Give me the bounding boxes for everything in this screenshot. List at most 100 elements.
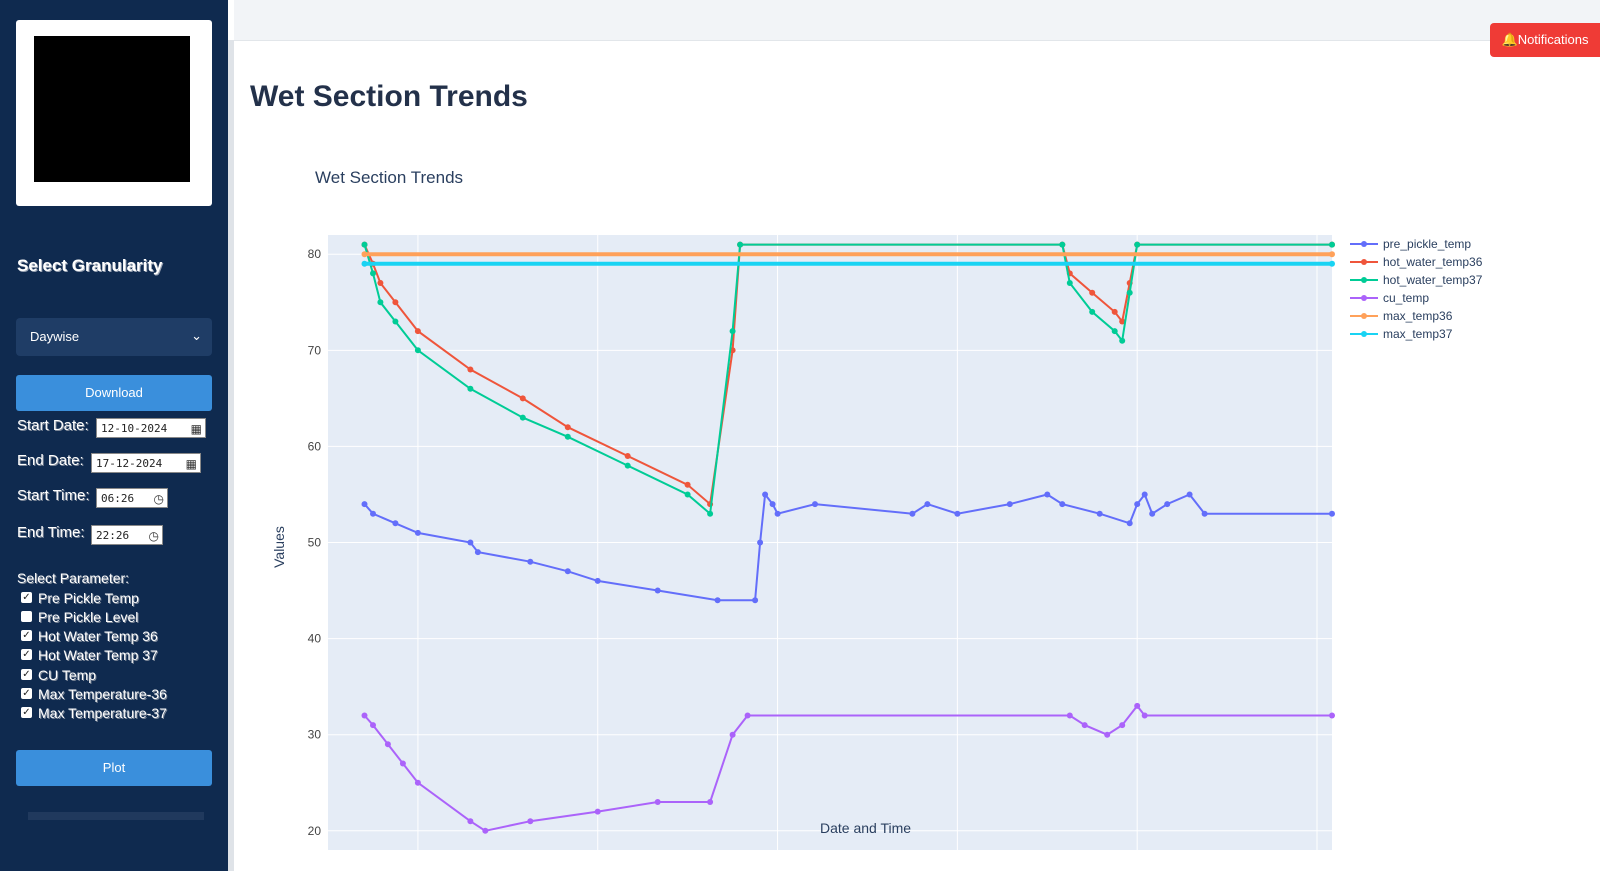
series-hot_water_temp37 bbox=[361, 241, 1335, 517]
data-point bbox=[361, 712, 368, 719]
clock-icon[interactable]: ◷ bbox=[153, 492, 164, 506]
data-point bbox=[729, 328, 736, 335]
data-point bbox=[414, 328, 421, 335]
checkbox-checked[interactable]: ✓ bbox=[21, 687, 32, 699]
parameter-checkbox-row[interactable]: ✓ Pre Pickle Temp bbox=[21, 590, 139, 608]
download-button[interactable]: Download bbox=[16, 375, 212, 411]
legend-item[interactable]: max_temp36 bbox=[1350, 309, 1453, 323]
data-point bbox=[414, 779, 421, 786]
data-point bbox=[752, 597, 759, 604]
start-date-value: 12-10-2024 bbox=[101, 422, 168, 435]
parameter-checkbox-row[interactable]: Pre Pickle Level bbox=[21, 609, 138, 627]
data-point bbox=[1111, 308, 1118, 315]
data-point bbox=[594, 808, 601, 815]
data-point bbox=[1149, 510, 1156, 517]
checkbox-checked[interactable]: ✓ bbox=[21, 591, 32, 603]
calendar-icon[interactable]: ▦ bbox=[185, 457, 197, 471]
y-tick-label: 30 bbox=[308, 728, 322, 742]
parameter-checkbox-row[interactable]: ✓ Max Temperature-36 bbox=[21, 686, 167, 704]
start-date-input[interactable]: 12-10-2024 ▦ bbox=[96, 418, 206, 438]
legend: pre_pickle_temp hot_water_temp36 hot_water… bbox=[1350, 237, 1483, 341]
legend-label: pre_pickle_temp bbox=[1383, 237, 1471, 251]
end-time-input[interactable]: 22:26 ◷ bbox=[91, 525, 163, 545]
y-tick-label: 70 bbox=[308, 343, 322, 357]
data-point bbox=[399, 760, 406, 767]
checkbox-unchecked[interactable] bbox=[21, 610, 32, 622]
data-point bbox=[467, 366, 474, 373]
data-point bbox=[370, 270, 376, 277]
checkbox-checked[interactable]: ✓ bbox=[21, 668, 32, 680]
legend-item[interactable]: hot_water_temp37 bbox=[1350, 273, 1483, 287]
data-point bbox=[384, 741, 391, 748]
data-point bbox=[527, 818, 534, 825]
legend-item[interactable]: pre_pickle_temp bbox=[1350, 237, 1471, 251]
data-point bbox=[769, 501, 776, 508]
checkbox-checked[interactable]: ✓ bbox=[21, 706, 32, 718]
legend-item[interactable]: hot_water_temp36 bbox=[1350, 255, 1483, 269]
notifications-button[interactable]: 🔔Notifications bbox=[1490, 23, 1600, 57]
clock-icon[interactable]: ◷ bbox=[148, 529, 159, 543]
logo-frame bbox=[16, 20, 212, 206]
data-point bbox=[1164, 501, 1171, 508]
legend-label: hot_water_temp37 bbox=[1383, 273, 1483, 287]
sidebar-footer bbox=[28, 812, 204, 820]
data-point bbox=[1126, 520, 1133, 527]
data-point bbox=[377, 299, 384, 306]
data-point bbox=[1111, 328, 1118, 335]
data-point bbox=[1126, 289, 1133, 296]
y-tick-label: 20 bbox=[308, 824, 322, 838]
legend-marker bbox=[1361, 313, 1367, 319]
parameter-checkbox-row[interactable]: ✓ Hot Water Temp 37 bbox=[21, 647, 158, 665]
data-point bbox=[1329, 260, 1335, 267]
start-time-input[interactable]: 06:26 ◷ bbox=[96, 488, 168, 508]
parameter-checkbox-row[interactable]: ✓ CU Temp bbox=[21, 667, 96, 685]
data-point bbox=[519, 414, 526, 421]
logo-image bbox=[34, 36, 190, 182]
granularity-select[interactable]: Daywise ⌄ bbox=[16, 318, 212, 356]
data-point bbox=[414, 347, 421, 354]
data-point bbox=[1006, 501, 1013, 508]
data-point bbox=[954, 510, 961, 517]
parameter-label-text: CU Temp bbox=[38, 667, 97, 683]
data-point bbox=[564, 433, 571, 440]
legend-marker bbox=[1361, 241, 1367, 247]
checkbox-checked[interactable]: ✓ bbox=[21, 648, 32, 660]
scrollbar[interactable] bbox=[228, 40, 234, 871]
data-point bbox=[654, 799, 661, 805]
legend-item[interactable]: max_temp37 bbox=[1350, 327, 1453, 341]
data-point bbox=[1059, 241, 1066, 248]
data-point bbox=[1096, 510, 1103, 517]
data-point bbox=[1119, 722, 1126, 729]
series-max_temp36 bbox=[361, 251, 1335, 258]
parameter-checkbox-row[interactable]: ✓ Hot Water Temp 36 bbox=[21, 628, 158, 646]
data-point bbox=[1186, 491, 1193, 498]
y-axis-ticks: 20 30 40 50 60 70 80 bbox=[308, 247, 322, 838]
data-point bbox=[1329, 712, 1335, 719]
data-point bbox=[474, 549, 481, 556]
plot-button[interactable]: Plot bbox=[16, 750, 212, 786]
page-title: Wet Section Trends bbox=[250, 80, 528, 113]
data-point bbox=[684, 491, 691, 498]
end-date-label: End Date: bbox=[17, 452, 84, 469]
data-point bbox=[714, 597, 721, 604]
data-point bbox=[482, 827, 489, 834]
legend-label: max_temp36 bbox=[1383, 309, 1453, 323]
parameter-checkbox-row[interactable]: ✓ Max Temperature-37 bbox=[21, 705, 167, 723]
legend-item[interactable]: cu_temp bbox=[1350, 291, 1429, 305]
end-date-input[interactable]: 17-12-2024 ▦ bbox=[91, 453, 201, 473]
checkbox-checked[interactable]: ✓ bbox=[21, 629, 32, 641]
legend-label: max_temp37 bbox=[1383, 327, 1453, 341]
data-point bbox=[1141, 491, 1148, 498]
calendar-icon[interactable]: ▦ bbox=[190, 422, 202, 436]
y-tick-label: 40 bbox=[308, 632, 322, 646]
data-point bbox=[654, 587, 661, 594]
series-group bbox=[361, 241, 1335, 834]
sidebar: Select Granularity Daywise ⌄ Download St… bbox=[0, 0, 228, 871]
data-point bbox=[361, 251, 368, 258]
data-point bbox=[392, 520, 399, 527]
parameter-label-text: Hot Water Temp 36 bbox=[38, 628, 158, 644]
data-point bbox=[392, 299, 399, 306]
data-point bbox=[1134, 501, 1141, 508]
start-time-label: Start Time: bbox=[17, 487, 90, 504]
